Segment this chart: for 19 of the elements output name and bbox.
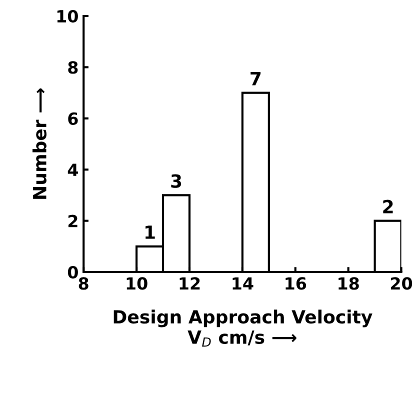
y-tick-label: 6 [68, 112, 78, 125]
data-label: 3 [171, 174, 182, 188]
y-tick-label: 8 [68, 61, 78, 74]
data-label: 2 [383, 200, 393, 214]
y-tick-label: 10 [57, 10, 78, 23]
data-label: 1 [146, 226, 155, 239]
x-tick-label: 10 [126, 277, 148, 290]
x-tick-label: 16 [286, 277, 306, 290]
x-tick-label: 18 [338, 277, 359, 290]
y-tick-label: 4 [68, 164, 78, 176]
x-tick-label: 12 [180, 277, 200, 290]
x-tick-label: 20 [391, 277, 412, 290]
x-tick-label: 14 [232, 277, 254, 290]
data-label: 7 [250, 72, 261, 86]
y-axis-title: Number ⟶ [32, 88, 46, 199]
y-tick-label: 2 [68, 214, 78, 228]
x-axis-title: Design Approach Velocity V$_{D}$ cm/s ⟶ [114, 310, 372, 347]
x-tick-label: 8 [78, 277, 88, 290]
y-tick-label: 0 [68, 266, 78, 279]
